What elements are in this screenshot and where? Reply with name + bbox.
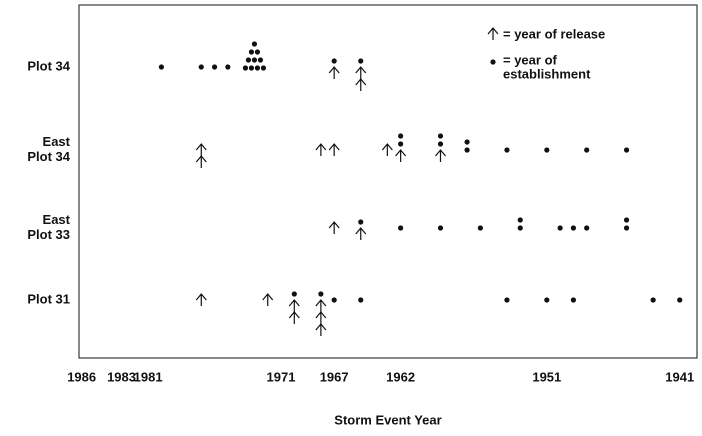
legend-label: = year of — [503, 52, 558, 67]
establishment-dot — [464, 147, 470, 153]
establishment-dot — [544, 147, 550, 153]
establishment-dot — [517, 225, 523, 231]
legend-label: = year of release — [503, 26, 605, 41]
establishment-dot — [677, 297, 683, 303]
legend-arrow — [487, 27, 499, 40]
establishment-dot — [623, 217, 630, 223]
establishment-dot — [254, 49, 261, 55]
release-arrow — [195, 155, 207, 168]
release-arrow — [355, 78, 367, 91]
release-arrow — [355, 227, 367, 240]
establishment-dot — [398, 141, 404, 147]
establishment-dot — [570, 225, 577, 231]
x-tick-label: 1971 — [267, 369, 296, 384]
establishment-dot — [158, 64, 164, 70]
establishment-dot — [517, 217, 523, 223]
establishment-dot — [248, 49, 255, 55]
establishment-dot — [623, 147, 630, 153]
release-arrow — [315, 143, 327, 156]
establishment-dot — [358, 297, 364, 303]
release-arrow — [328, 221, 340, 234]
release-arrow — [262, 293, 274, 306]
establishment-dot — [251, 57, 258, 63]
establishment-dot — [398, 225, 404, 231]
x-tick-label: 1981 — [134, 369, 163, 384]
row-label: Plot 34 — [27, 149, 70, 164]
plot-frame — [78, 4, 698, 359]
release-arrow — [315, 323, 327, 336]
release-arrow — [328, 66, 340, 79]
release-arrow — [355, 66, 367, 79]
establishment-dot — [198, 64, 204, 70]
establishment-dot — [504, 297, 510, 303]
establishment-dot — [254, 65, 261, 71]
row-label: Plot 34 — [27, 58, 70, 73]
x-tick-label: 1951 — [532, 369, 561, 384]
establishment-dot — [477, 225, 483, 231]
establishment-dot — [557, 225, 563, 231]
release-arrow — [435, 149, 446, 162]
row-label: Plot 31 — [27, 291, 70, 306]
establishment-dot — [398, 133, 404, 139]
release-arrow — [315, 311, 327, 324]
x-tick-label: 1962 — [386, 369, 415, 384]
release-arrow — [381, 143, 393, 156]
establishment-dot — [504, 147, 510, 153]
legend-label: establishment — [503, 66, 591, 81]
establishment-dot — [291, 291, 297, 297]
establishment-dot — [623, 225, 630, 231]
establishment-dot — [358, 58, 364, 64]
establishment-dot — [242, 65, 249, 71]
establishment-dot — [318, 291, 324, 297]
establishment-dot — [570, 297, 577, 303]
x-tick-label: 1967 — [320, 369, 349, 384]
release-arrow — [395, 149, 407, 162]
x-axis-label: Storm Event Year — [334, 412, 441, 427]
establishment-dot — [464, 139, 470, 145]
row-label: East — [43, 134, 71, 149]
establishment-dot — [358, 219, 364, 225]
release-arrow — [195, 143, 207, 156]
establishment-dot — [245, 57, 252, 63]
release-arrow — [328, 143, 340, 156]
establishment-dot — [211, 64, 218, 70]
establishment-dot — [437, 133, 444, 139]
establishment-dot — [584, 225, 590, 231]
release-arrow — [288, 299, 300, 312]
establishment-dot — [544, 297, 550, 303]
x-tick-label: 1986 — [67, 369, 96, 384]
establishment-dot — [251, 41, 258, 47]
release-arrow — [315, 299, 327, 312]
row-label: East — [43, 212, 71, 227]
release-arrow — [195, 293, 207, 306]
establishment-dot — [248, 65, 255, 71]
establishment-dot — [257, 57, 264, 63]
establishment-dot — [331, 297, 337, 303]
x-tick-label: 1983 — [107, 369, 136, 384]
establishment-dot — [225, 64, 231, 70]
establishment-dot — [650, 297, 656, 303]
x-tick-label: 1941 — [665, 369, 694, 384]
legend-dot — [490, 59, 496, 65]
release-arrow — [288, 311, 300, 324]
establishment-dot — [584, 147, 590, 153]
establishment-dot — [260, 65, 267, 71]
establishment-dot — [437, 141, 444, 147]
establishment-dot — [331, 58, 337, 64]
row-label: Plot 33 — [27, 227, 70, 242]
establishment-dot — [437, 225, 444, 231]
